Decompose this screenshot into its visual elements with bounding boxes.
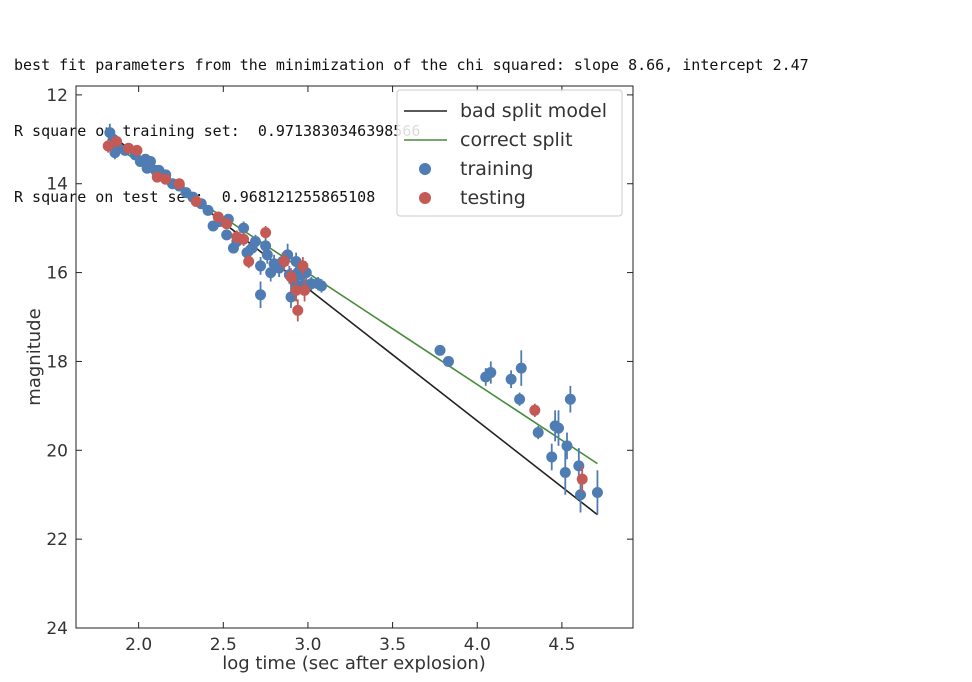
testing-point <box>221 218 233 230</box>
y-axis-label: magnitude <box>24 308 45 405</box>
testing-point <box>122 142 134 154</box>
training-point <box>546 451 558 463</box>
testing-point <box>285 271 297 283</box>
testing-point <box>102 140 114 152</box>
training-point <box>505 373 517 385</box>
testing-point <box>278 255 290 267</box>
testing-point <box>111 136 123 148</box>
testing-point <box>529 404 541 416</box>
testing-point <box>160 173 172 185</box>
testing-point <box>290 284 302 296</box>
x-axis-label: log time (sec after explosion) <box>222 653 486 674</box>
testing-point <box>243 255 255 267</box>
training-point <box>255 260 267 272</box>
training-point <box>261 249 273 261</box>
x-tick-label: 3.5 <box>379 635 406 655</box>
testing-point <box>190 196 202 208</box>
testing-point <box>238 233 250 245</box>
y-tick-label: 12 <box>46 86 68 106</box>
training-point <box>434 344 446 356</box>
y-tick-label: 22 <box>46 530 68 550</box>
testing-point <box>173 178 185 190</box>
training-point <box>202 204 214 216</box>
legend-label-bad-split: bad split model <box>460 100 607 122</box>
training-point <box>561 440 573 452</box>
legend-box <box>396 89 623 217</box>
legend-marker-testing <box>419 192 431 204</box>
x-tick-label: 2.5 <box>210 635 237 655</box>
x-tick-label: 4.5 <box>548 635 575 655</box>
training-point <box>255 289 267 301</box>
testing-point <box>576 473 588 485</box>
training-point <box>442 355 454 367</box>
training-point <box>315 280 327 292</box>
legend: bad split model correct split training t… <box>396 89 623 217</box>
training-point <box>221 229 233 241</box>
x-tick-label: 4.0 <box>464 635 491 655</box>
training-point <box>485 367 497 379</box>
x-tick-label: 3.0 <box>294 635 321 655</box>
x-tick-label: 2.0 <box>125 635 152 655</box>
output-line-r2-train: R square on training set: 0.971383034639… <box>14 122 421 140</box>
testing-point <box>131 144 143 156</box>
axes-frame <box>75 85 634 629</box>
training-point <box>564 393 576 405</box>
y-tick-label: 20 <box>46 441 68 461</box>
testing-point <box>292 304 304 316</box>
training-point <box>532 427 544 439</box>
testing-point <box>260 227 272 239</box>
training-point <box>515 362 527 374</box>
legend-label-testing: testing <box>460 187 526 209</box>
testing-point <box>299 284 311 296</box>
output-line-best-fit: best fit parameters from the minimizatio… <box>14 56 809 74</box>
testing-point <box>151 171 163 183</box>
training-point <box>144 156 156 168</box>
y-tick-label: 18 <box>46 352 68 372</box>
training-point <box>249 235 261 247</box>
training-point <box>591 487 603 498</box>
legend-marker-training <box>419 163 431 175</box>
y-tick-label: 24 <box>46 619 68 639</box>
legend-label-training: training <box>460 158 534 180</box>
training-point <box>575 489 587 501</box>
testing-point <box>212 211 224 223</box>
training-point <box>238 222 250 234</box>
y-tick-label: 14 <box>46 175 68 195</box>
training-point <box>559 467 571 479</box>
training-point <box>514 393 526 405</box>
training-point <box>260 240 272 252</box>
y-tick-label: 16 <box>46 264 68 284</box>
testing-point <box>297 260 309 272</box>
training-point <box>553 422 565 434</box>
legend-label-correct-split: correct split <box>460 129 573 151</box>
